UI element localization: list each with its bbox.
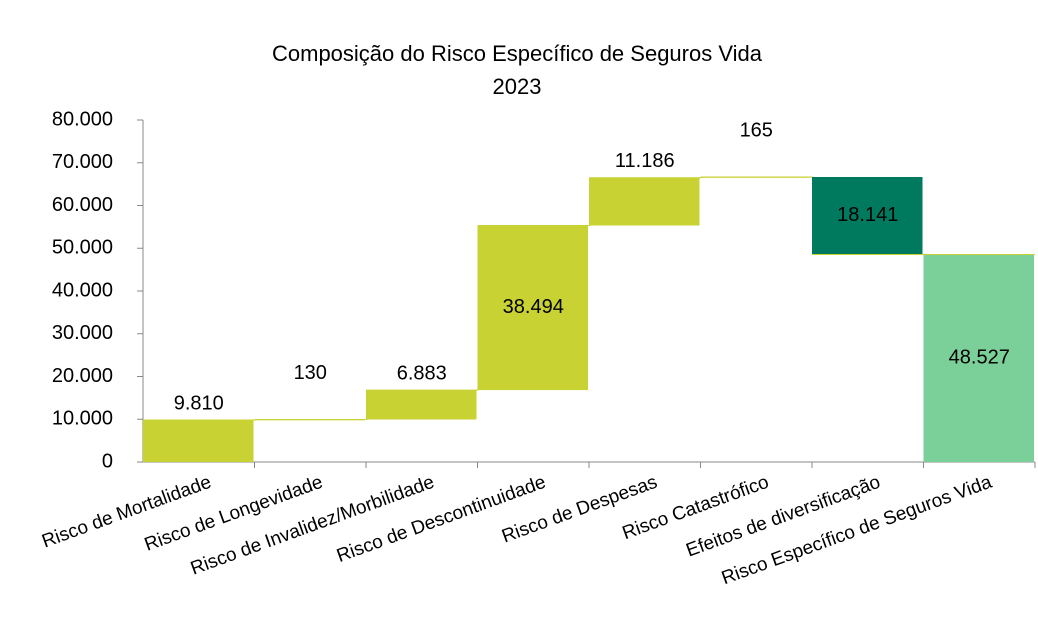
value-label: 48.527	[949, 347, 1010, 369]
value-label: 11.186	[615, 150, 675, 172]
bar	[589, 177, 700, 226]
chart-title: Composição do Risco Específico de Seguro…	[272, 41, 763, 66]
y-tick-label: 30.000	[52, 322, 113, 344]
x-tick-label: Risco de Descontinuidade	[334, 472, 549, 567]
value-label: 18.141	[837, 204, 898, 226]
y-tick-label: 10.000	[52, 408, 113, 430]
y-tick-label: 40.000	[52, 279, 113, 301]
bar	[923, 254, 1034, 462]
value-label: 6.883	[397, 362, 447, 384]
value-label: 38.494	[503, 296, 564, 318]
y-tick-label: 50.000	[52, 237, 113, 259]
chart-subtitle: 2023	[493, 74, 542, 99]
value-label: 130	[294, 362, 327, 384]
bar	[477, 225, 588, 391]
bar	[366, 390, 477, 420]
y-tick-label: 60.000	[52, 194, 113, 216]
y-tick-label: 20.000	[52, 365, 113, 387]
y-tick-label: 0	[102, 450, 113, 472]
y-tick-label: 70.000	[52, 151, 113, 173]
value-label: 165	[740, 119, 773, 141]
bar	[143, 420, 254, 462]
value-label: 9.810	[174, 392, 224, 414]
bar	[812, 176, 923, 255]
y-tick-label: 80.000	[52, 108, 113, 130]
